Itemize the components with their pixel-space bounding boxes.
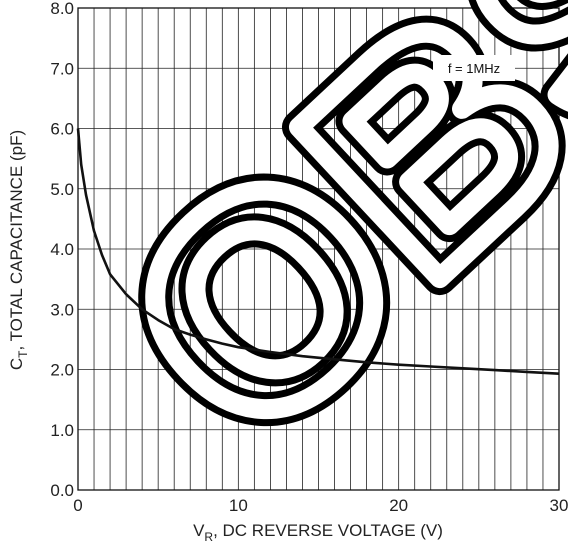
y-tick-label: 1.0: [50, 421, 74, 440]
y-tick-label: 2.0: [50, 361, 74, 380]
x-axis-label: VR, DC REVERSE VOLTAGE (V): [193, 521, 443, 544]
y-axis-label-main: C: [7, 358, 26, 370]
capacitance-curve: [76, 128, 560, 375]
y-axis-label: CT, TOTAL CAPACITANCE (pF): [7, 130, 30, 370]
tick-labels: 0.0 1.0 2.0 3.0 4.0 5.0 6.0 7.0 8.0 0 10 20 30: [50, 0, 568, 515]
y-axis-label-sub: T: [16, 350, 30, 358]
frequency-annotation: f = 1MHz: [433, 55, 515, 81]
x-axis-label-rest: , DC REVERSE VOLTAGE (V): [213, 521, 443, 540]
x-tick-label: 0: [73, 496, 82, 515]
y-tick-label: 8.0: [50, 0, 74, 18]
y-tick-label: 4.0: [50, 240, 74, 259]
x-axis-label-main: V: [193, 521, 205, 540]
y-tick-label: 6.0: [50, 120, 74, 139]
plot-frame: [77, 7, 560, 491]
x-tick-label: 30: [550, 496, 568, 515]
x-tick-label: 10: [229, 496, 248, 515]
x-tick-label: 20: [389, 496, 408, 515]
frequency-note: f = 1MHz: [448, 61, 500, 76]
y-tick-label: 5.0: [50, 180, 74, 199]
y-tick-label: 0.0: [50, 481, 74, 500]
grid: [77, 7, 560, 491]
annotation-box: [433, 55, 515, 81]
x-axis-label-sub: R: [204, 530, 213, 544]
y-tick-label: 7.0: [50, 59, 74, 78]
series-group: [76, 128, 560, 375]
y-axis-label-rest: , TOTAL CAPACITANCE (pF): [7, 130, 26, 351]
y-tick-label: 3.0: [50, 300, 74, 319]
